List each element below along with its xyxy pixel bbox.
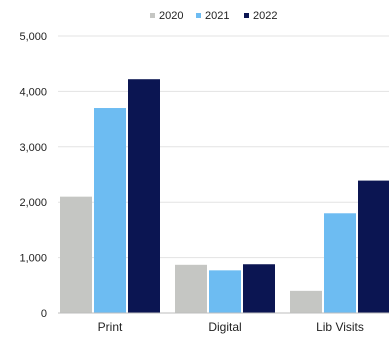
bar-digital-2022 (243, 264, 275, 313)
legend-label: 2021 (205, 10, 229, 22)
legend-swatch (196, 13, 201, 18)
x-category-label: Lib Visits (316, 320, 364, 334)
x-category-label: Print (98, 320, 123, 334)
y-tick-label: 2,000 (19, 197, 47, 209)
y-tick-label: 0 (41, 308, 47, 320)
y-tick-label: 5,000 (19, 31, 47, 43)
legend-label: 2020 (159, 10, 183, 22)
x-axis-category-labels: Print Digital Lib Visits (98, 320, 364, 334)
bars (60, 79, 389, 314)
y-tick-label: 1,000 (19, 253, 47, 265)
legend-swatch (244, 13, 249, 18)
legend-label: 2022 (253, 10, 277, 22)
bar-print-2021 (94, 108, 126, 314)
legend-swatch (150, 13, 155, 18)
bar-lib-visits-2021 (324, 213, 356, 313)
legend: 2020 2021 2022 (150, 10, 277, 22)
bar-lib-visits-2020 (290, 290, 322, 313)
y-tick-label: 4,000 (19, 86, 47, 98)
bar-print-2020 (60, 196, 92, 313)
y-axis-tick-labels: 0 1,000 2,000 3,000 4,000 5,000 (19, 31, 47, 320)
bar-print-2022 (128, 79, 160, 313)
x-category-label: Digital (208, 320, 241, 334)
y-tick-label: 3,000 (19, 142, 47, 154)
bar-lib-visits-2022 (358, 180, 389, 313)
bar-digital-2021 (209, 270, 241, 313)
bar-digital-2020 (175, 264, 207, 313)
